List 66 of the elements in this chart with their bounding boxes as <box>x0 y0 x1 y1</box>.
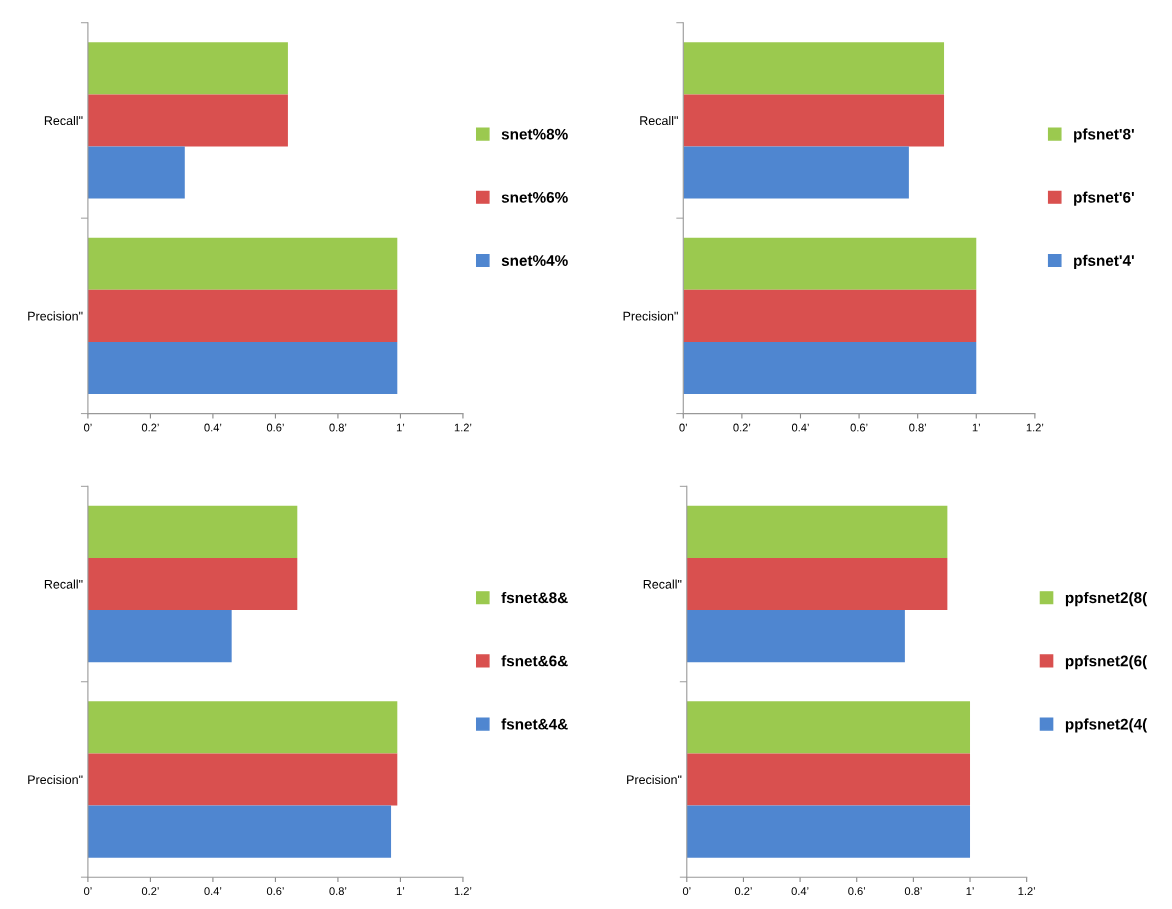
bar <box>683 289 977 342</box>
legend-label: fsnet&4& <box>501 718 568 730</box>
legend-label: pfsnet'6' <box>1074 191 1134 206</box>
x-tick-label: 1’ <box>396 423 405 432</box>
legend-label: pfsnet'8' <box>1074 128 1134 143</box>
legend-label: snet%6% <box>501 191 568 203</box>
x-tick-label: 0.8’ <box>329 887 347 896</box>
y-tick-label: Precision" <box>28 311 83 321</box>
bar <box>87 42 288 95</box>
x-tick-label: 0.4’ <box>204 887 222 896</box>
x-tick-label: 0’ <box>84 887 92 896</box>
x-tick-label: 0.8’ <box>329 423 347 432</box>
bar <box>87 94 288 147</box>
y-tick-label: Precision" <box>627 774 682 785</box>
x-tick-label: 1.2’ <box>1018 887 1035 895</box>
bar <box>87 753 398 806</box>
bar <box>87 701 398 754</box>
bar <box>683 146 909 199</box>
bar <box>683 94 945 147</box>
bar <box>683 42 945 95</box>
x-tick-label: 1’ <box>396 887 405 895</box>
x-tick-label: 0.2’ <box>734 887 752 896</box>
x-tick-label: 0.2’ <box>141 887 159 896</box>
x-tick-label: 1.2’ <box>454 423 472 432</box>
x-tick-label: 1.2’ <box>454 887 472 895</box>
x-tick-label: 1’ <box>972 423 980 432</box>
legend-label: pfsnet'4' <box>1074 254 1134 269</box>
y-tick-label: Recall" <box>640 115 678 126</box>
bar <box>87 805 392 858</box>
bar <box>87 146 185 199</box>
x-tick-label: 0’ <box>682 887 691 896</box>
y-tick-label: Precision" <box>28 774 83 785</box>
x-tick-label: 1’ <box>966 887 974 895</box>
legend-label: fsnet&8& <box>501 591 568 604</box>
x-tick-label: 0.6’ <box>850 423 868 432</box>
x-tick-label: 0.6’ <box>848 887 865 896</box>
legend-label: ppfsnet2(6( <box>1065 655 1148 670</box>
bar <box>87 237 398 290</box>
x-tick-label: 0’ <box>679 423 687 432</box>
x-tick-label: 0.4’ <box>204 423 222 432</box>
bar <box>683 237 977 290</box>
legend-label: fsnet&6& <box>501 655 568 667</box>
x-tick-label: 0.6’ <box>266 887 284 896</box>
y-tick-label: Recall" <box>643 579 682 589</box>
bar <box>683 341 977 395</box>
legend-label: ppfsnet2(8( <box>1065 591 1148 607</box>
y-tick-label: Precision" <box>623 311 678 321</box>
y-tick-label: Recall" <box>44 115 83 126</box>
x-tick-label: 0.8’ <box>909 423 926 432</box>
bar <box>87 505 298 558</box>
bar <box>87 341 398 395</box>
x-tick-label: 0’ <box>84 423 92 432</box>
x-tick-label: 0.8’ <box>904 887 922 896</box>
bar <box>87 610 232 663</box>
legend-label: snet%4% <box>501 255 568 266</box>
legend-label: ppfsnet2(4( <box>1065 718 1148 733</box>
x-tick-label: 1.2’ <box>1026 423 1044 432</box>
legend-label: snet%8% <box>501 128 568 140</box>
x-tick-label: 0.6’ <box>266 423 284 432</box>
x-tick-label: 0.2’ <box>733 423 751 432</box>
x-tick-label: 0.4’ <box>791 887 809 896</box>
bar <box>87 289 398 342</box>
y-tick-label: Recall" <box>44 579 83 589</box>
bar <box>87 557 298 611</box>
x-tick-label: 0.4’ <box>791 423 809 432</box>
x-tick-label: 0.2’ <box>141 423 159 432</box>
